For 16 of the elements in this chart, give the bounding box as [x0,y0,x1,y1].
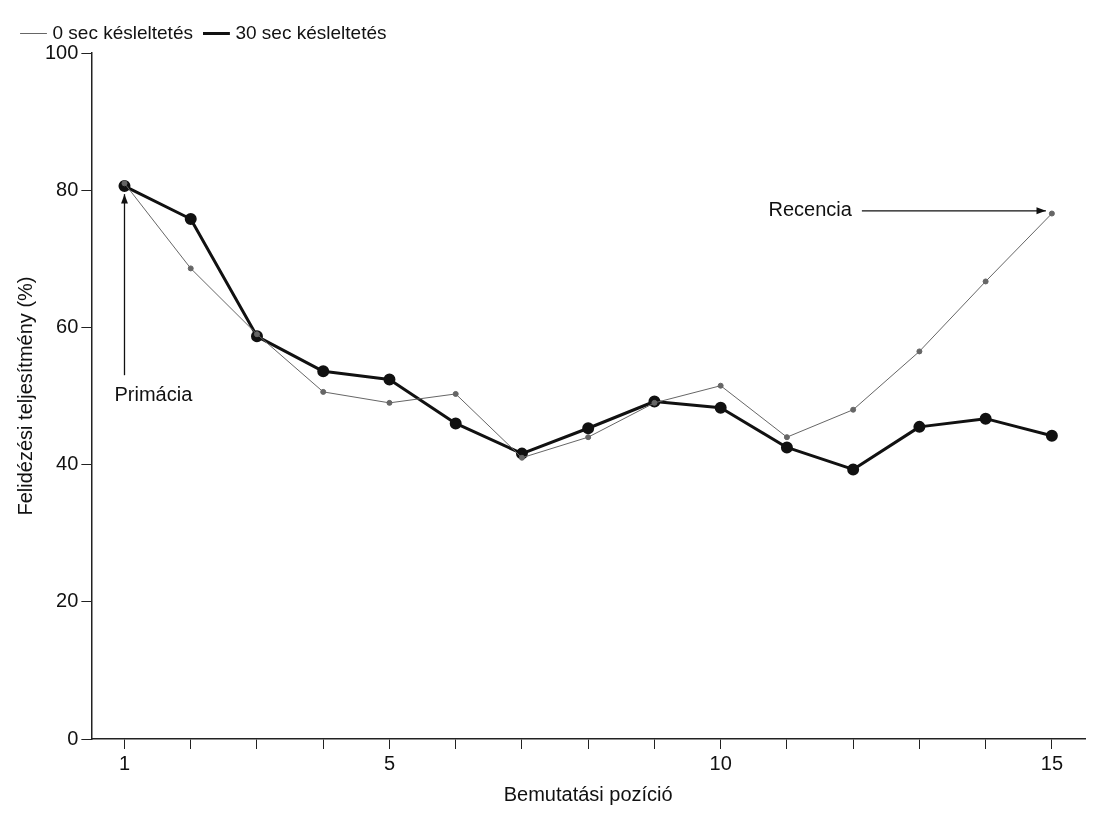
x-tick-label: 1 [118,751,131,774]
annotation: Primácia [114,382,194,405]
y-tick-label: 40 [56,452,79,475]
y-tick-label: 0 [67,726,79,749]
y-tick-label: 60 [56,314,79,337]
x-tick-label: 5 [383,751,396,774]
legend-label: 30 sec késleltetés [235,21,387,43]
y-axis-title: Felidézési teljesítmény (%) [13,276,36,516]
x-axis-title: Bemutatási pozíció [503,782,673,805]
x-tick-label: 10 [709,751,732,774]
x-tick-label: 15 [1040,751,1063,774]
y-tick-label: 100 [44,40,79,63]
legend-label: 0 sec késleltetés [52,21,193,43]
y-tick-label: 80 [56,177,79,200]
y-tick-label: 20 [56,589,79,612]
annotation: Recencia [768,198,853,221]
